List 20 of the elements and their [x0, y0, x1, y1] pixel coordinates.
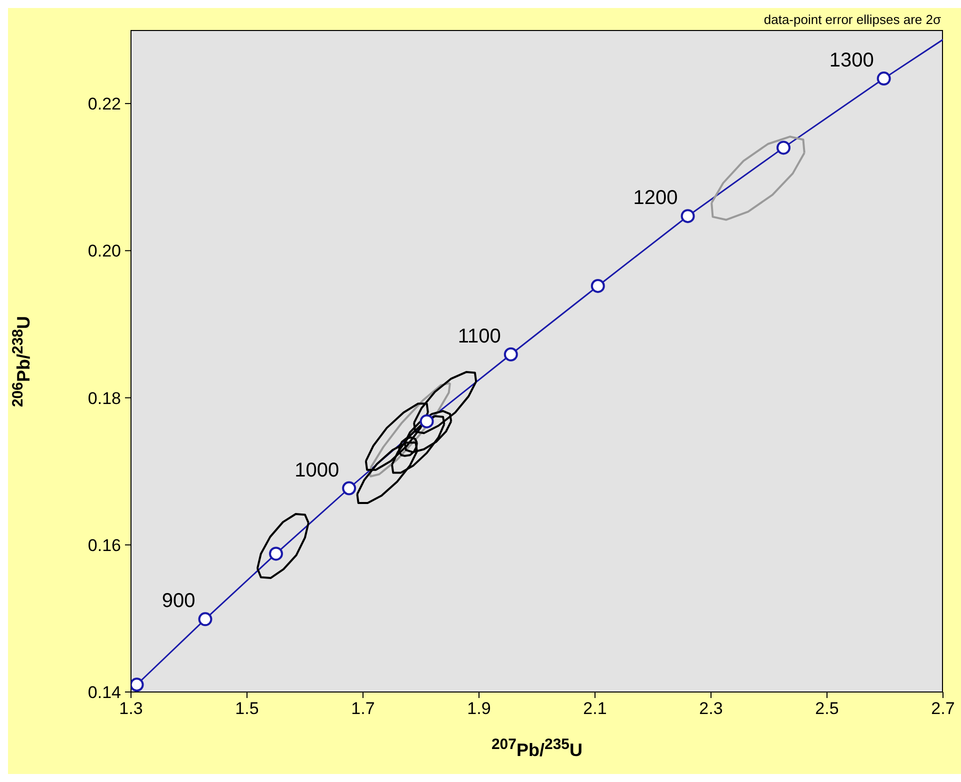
- y-tick-label: 0.14: [88, 683, 121, 702]
- x-tick-label: 1.7: [351, 699, 375, 718]
- x-tick-label: 2.3: [699, 699, 723, 718]
- y-tick-label: 0.16: [88, 536, 121, 555]
- annotation: 1000: [294, 459, 340, 482]
- x-axis-title: $^{207}$Pb/$^{235}$U: [490, 736, 584, 761]
- y-tick-label: 0.18: [88, 388, 121, 408]
- x-tick-label: 2.5: [815, 699, 839, 718]
- x-tick-label: 1.9: [467, 699, 491, 718]
- annotation: 900: [162, 590, 196, 612]
- y-tick-label: 0.20: [88, 242, 121, 261]
- text: data-point error ellipses are 2σ: [764, 12, 941, 27]
- annotation: 1200: [633, 187, 678, 210]
- x-tick-label: 2.1: [583, 699, 607, 718]
- y-tick-label: 0.22: [88, 94, 121, 114]
- annotation: 1100: [458, 325, 501, 348]
- x-tick-label: 2.7: [931, 699, 955, 718]
- x-tick-label: 1.3: [119, 699, 143, 718]
- annotation: 1300: [829, 50, 874, 72]
- x-tick-label: 1.5: [235, 699, 259, 718]
